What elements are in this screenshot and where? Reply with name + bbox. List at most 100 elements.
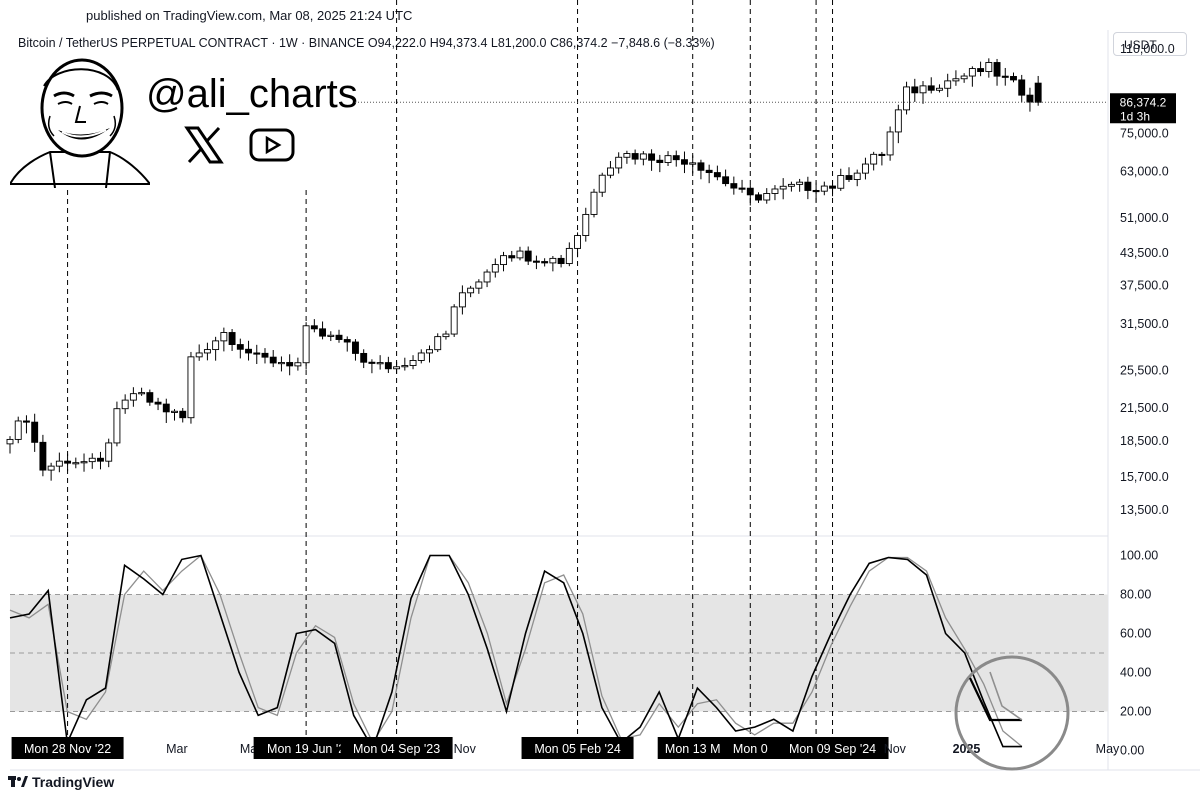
candle-body [228,332,236,346]
price-tick-label: 25,500.0 [1120,363,1169,377]
candle-body [722,176,730,185]
candle-body [467,287,475,294]
candle-body [565,247,573,265]
candle-body [557,257,565,265]
candle-body [64,460,72,464]
candle-body [532,260,540,263]
candle-body [598,174,606,193]
candle-body [705,169,713,174]
candle-body [171,410,178,413]
candle-body [968,68,976,77]
symbol-name: Bitcoin / TetherUS PERPETUAL CONTRACT · … [18,36,365,50]
candle-body [1010,76,1017,81]
x-logo-icon[interactable] [184,126,224,164]
candle-body [294,362,302,367]
candle-body [919,85,927,94]
candle-body [763,193,771,201]
candle-body [853,172,861,180]
countdown-label: 1d 3h [1120,109,1150,123]
candle-body [549,257,557,264]
candle-body [138,392,146,395]
candle-body [105,442,113,462]
candle-body [384,362,392,370]
candle-body [368,361,376,364]
x-axis-label: Nov [454,742,477,756]
candle-body [639,153,647,160]
symbol-ohlc-line: Bitcoin / TetherUS PERPETUAL CONTRACT · … [18,36,715,50]
candle-body [212,340,220,351]
candle-body [450,306,458,335]
youtube-play-icon[interactable] [248,126,296,164]
x-axis-label: Mar [166,742,188,756]
tradingview-logo-icon [8,776,28,787]
candle-body [277,362,285,365]
candle-body [878,153,886,156]
price-tick-label: 75,000.0 [1120,126,1169,140]
candle-body [771,188,779,194]
candle-body [55,460,63,467]
oscillator-tick-label: 100.00 [1120,549,1158,563]
candle-body [434,336,442,351]
candle-body [1034,82,1042,103]
candle-body [327,334,335,337]
candle-body [343,339,351,343]
candle-body [335,334,343,340]
candle-body [310,325,318,330]
candle-body [401,365,409,368]
candle-body [253,352,261,355]
author-handle: @ali_charts [146,72,358,116]
candle-body [927,85,935,91]
circled-k-segment [969,677,1022,722]
candle-body [574,235,581,249]
candle-body [903,86,911,111]
candle-body [977,68,985,73]
candle-body [812,190,820,193]
candle-body [220,332,228,342]
candle-body [376,362,384,365]
price-tick-label: 63,000.0 [1120,165,1169,179]
oscillator-tick-label: 40.00 [1120,666,1151,680]
candle-body [245,348,252,354]
candle-body [516,250,524,259]
candle-body [1001,75,1009,78]
candle-body [409,359,417,366]
x-axis-label: Mon 13 M [665,742,721,756]
x-axis-label: Mon 19 Jun '2 [267,742,345,756]
candle-body [417,352,425,361]
candle-body [689,162,697,165]
oscillator-tick-label: 80.00 [1120,588,1151,602]
currency-selector[interactable]: USDT [1113,32,1187,56]
candle-body [541,261,549,264]
cartoon-face-avatar [10,58,150,188]
candle-body [656,159,664,163]
oscillator-lines [9,554,1023,751]
price-tick-label: 110,000.0 [1120,42,1175,56]
price-tick-label: 43,500.0 [1120,246,1169,260]
candle-body [97,457,104,462]
price-tick-label: 51,000.0 [1120,211,1169,225]
x-axis-label: Mon 04 Sep '23 [353,742,440,756]
candle-body [804,181,812,191]
candlesticks [6,58,1042,481]
candle-body [319,328,327,337]
candle-body [746,187,754,196]
price-tick-label: 21,500.0 [1120,401,1169,415]
candle-body [236,344,244,350]
candle-body [72,462,80,465]
candle-body [944,80,952,89]
candle-body [360,352,368,363]
candle-body [14,420,22,440]
candle-body [713,172,721,178]
x-axis: Mon 28 Nov '22 Mar Ma Mon 19 Jun '2 Mon 04 S… [11,737,1120,759]
candle-body [664,155,672,163]
candle-body [911,86,919,94]
candle-body [837,175,845,189]
candle-body [952,78,960,82]
x-axis-label: Mon 0 [733,742,768,756]
candle-body [508,255,516,259]
candle-body [146,392,154,403]
oscillator-tick-label: 0.00 [1120,744,1144,758]
oscillator-tick-label: 20.00 [1120,705,1151,719]
candle-body [623,153,631,158]
